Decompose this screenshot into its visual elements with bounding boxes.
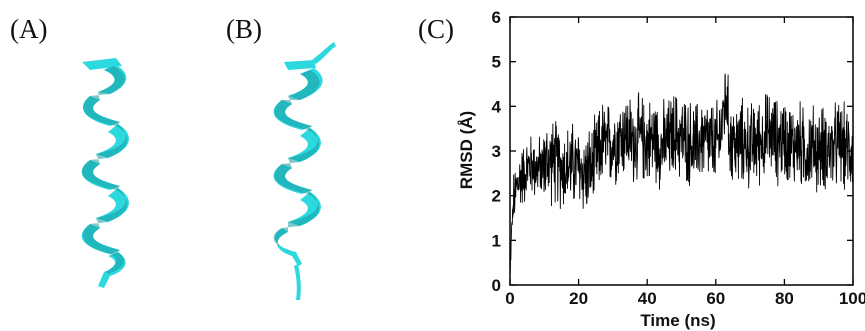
rmsd-chart: 0 20 40 60 80 100 0 1 2 3 4 5 6 Time (ns) RMSD (Å) bbox=[457, 8, 865, 330]
y-tick-label: 6 bbox=[492, 8, 501, 27]
x-tick-label: 60 bbox=[706, 289, 725, 308]
panel-label-a: (A) bbox=[10, 14, 48, 44]
helix-a-structure bbox=[81, 58, 129, 288]
x-tick-label: 80 bbox=[775, 289, 794, 308]
panel-label-b: (B) bbox=[226, 14, 262, 44]
x-tick-label: 20 bbox=[569, 289, 588, 308]
y-tick-label: 5 bbox=[492, 53, 501, 72]
y-tick-label: 2 bbox=[492, 187, 501, 206]
y-tick-label: 1 bbox=[492, 231, 501, 250]
x-tick-label: 0 bbox=[505, 289, 514, 308]
y-axis-label: RMSD (Å) bbox=[457, 111, 476, 189]
rmsd-trace-line bbox=[509, 73, 854, 279]
x-tick-label: 40 bbox=[638, 289, 657, 308]
y-tick-label: 3 bbox=[492, 142, 501, 161]
chart-ticks: 0 20 40 60 80 100 0 1 2 3 4 5 6 bbox=[492, 8, 865, 308]
helix-b-structure bbox=[273, 42, 336, 300]
rmsd-series bbox=[509, 73, 854, 279]
y-tick-label: 4 bbox=[492, 97, 502, 116]
x-tick-label: 100 bbox=[839, 289, 865, 308]
x-axis-label: Time (ns) bbox=[640, 311, 715, 330]
y-tick-label: 0 bbox=[492, 276, 501, 295]
panel-label-c: (C) bbox=[418, 14, 454, 44]
